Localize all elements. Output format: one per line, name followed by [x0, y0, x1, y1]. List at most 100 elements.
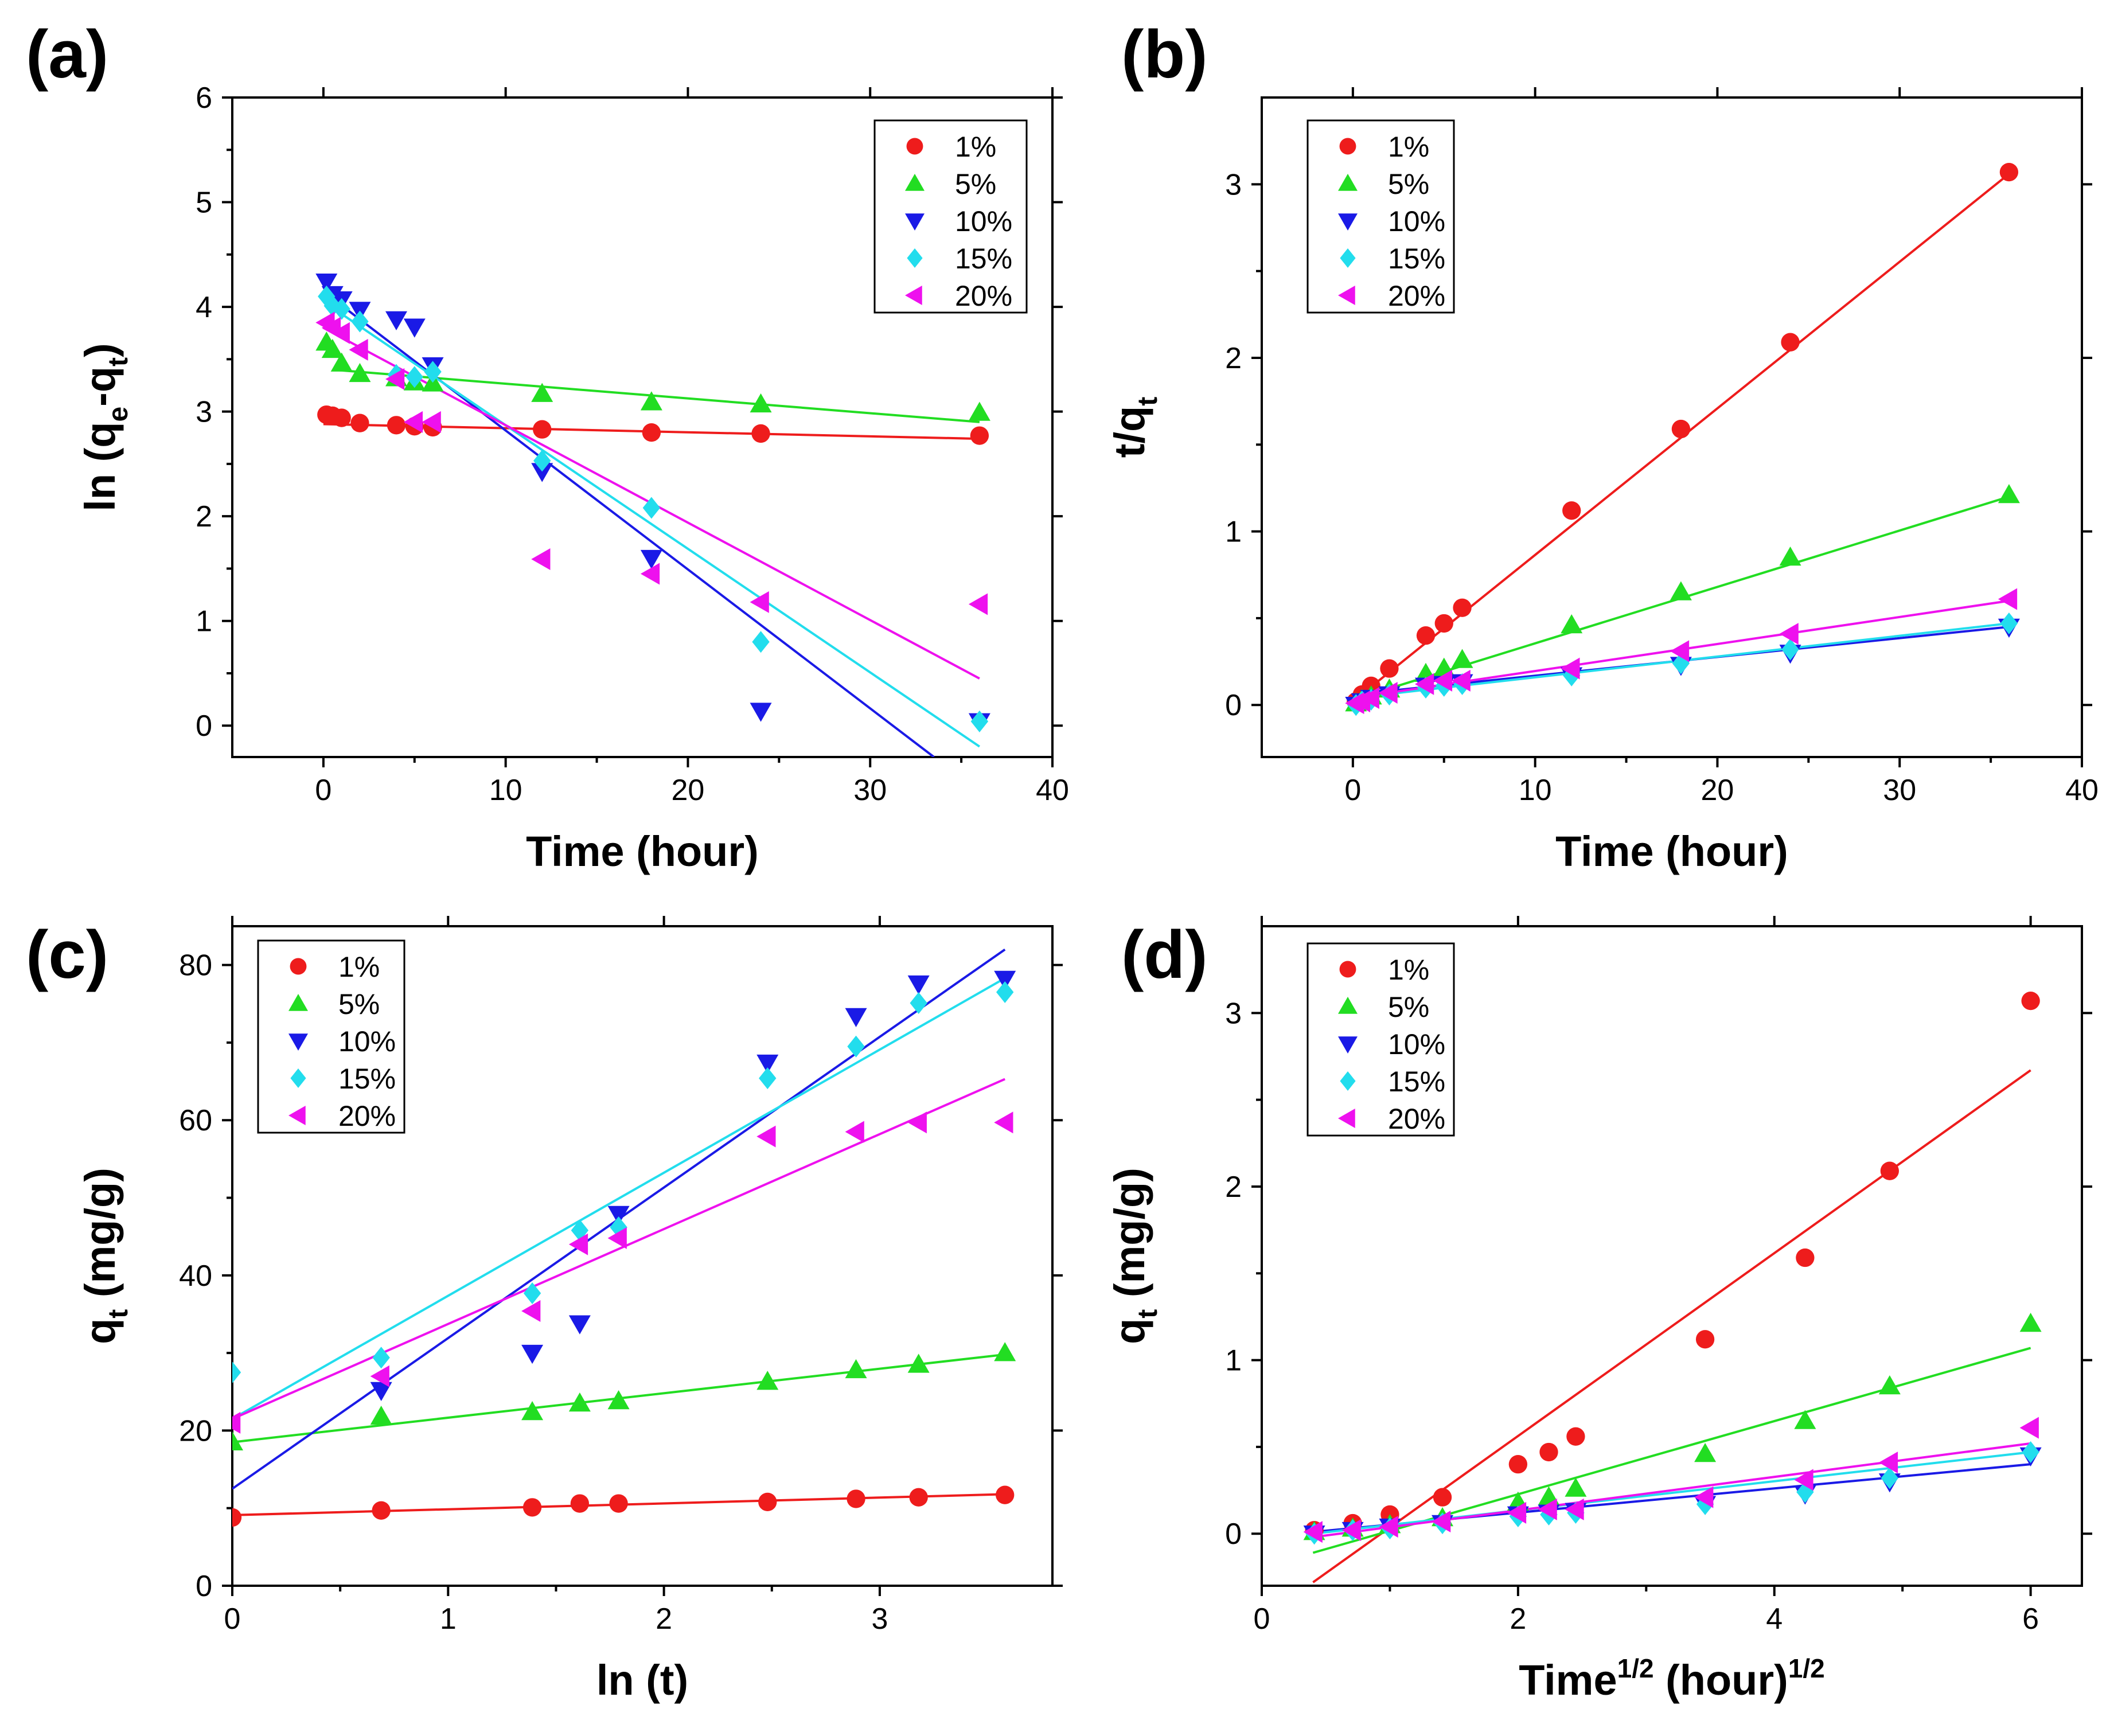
data-point-15pct	[752, 631, 770, 653]
x-tick-label: 20	[672, 774, 705, 807]
data-point-20pct	[349, 338, 368, 361]
chart-panel-a: (a) 0 10 20 30 40 0 1 2 3 4 5 6 Time (hour) ln (qe-qt)…	[26, 17, 1069, 875]
legend: 1% 5% 10% 15% 20%	[257, 939, 405, 1134]
y-axis-title: qt (mg/g)	[76, 1168, 134, 1344]
data-point-15pct	[759, 1067, 777, 1090]
y-tick-label: 3	[196, 396, 212, 429]
legend-marker-15pct	[290, 1068, 306, 1088]
data-point-15pct	[323, 295, 341, 317]
data-point-1pct	[387, 416, 406, 435]
x-tick-label: 3	[871, 1602, 888, 1636]
x-tick-label: 4	[1766, 1602, 1783, 1636]
legend-marker-5pct	[288, 994, 308, 1011]
data-point-20pct	[1303, 1521, 1323, 1543]
data-point-1pct	[609, 1494, 628, 1513]
x-tick-label: 0	[224, 1602, 241, 1636]
panel-label: (a)	[26, 17, 108, 92]
fit-line-15pct	[322, 301, 981, 748]
y-tick-label: 2	[196, 500, 212, 533]
data-point-1pct	[1434, 614, 1453, 633]
data-point-20pct	[2019, 1417, 2039, 1439]
plot-frame	[231, 925, 1054, 1587]
legend-marker-1pct	[906, 138, 923, 155]
data-point-15pct	[1781, 638, 1799, 661]
y-axis-title: qt (mg/g)	[1106, 1168, 1163, 1344]
legend-label: 1%	[955, 131, 996, 163]
y-tick-label: 1	[196, 605, 212, 638]
data-point-5pct	[1561, 614, 1583, 634]
chart-panel-c: (c) 0 1 2 3 0 20 40 60 80 ln (t) qt (mg/g) 1% 5% 10% 15…	[26, 916, 1063, 1704]
y-tick-label: 20	[179, 1414, 212, 1448]
data-point-1pct	[372, 1501, 391, 1520]
data-point-10pct	[568, 1315, 591, 1335]
data-point-5pct	[750, 393, 772, 413]
data-point-1pct	[970, 426, 989, 445]
y-tick-label: 3	[1225, 997, 1242, 1030]
x-axis-title: Time1/2 (hour)1/2	[1519, 1653, 1825, 1704]
legend-marker-1pct	[1339, 138, 1356, 155]
y-tick-label: 1	[1225, 1344, 1242, 1378]
fit-line-5pct	[1312, 1347, 2031, 1554]
data-point-10pct	[640, 549, 662, 569]
x-tick-label: 6	[2022, 1602, 2039, 1636]
x-tick-label: 40	[1036, 774, 1069, 807]
legend-marker-5pct	[1338, 997, 1358, 1014]
data-point-5pct	[640, 391, 662, 411]
data-point-1pct	[751, 424, 770, 443]
y-tick-label: 3	[1225, 168, 1242, 201]
data-point-20pct	[750, 591, 769, 613]
data-point-15pct	[610, 1216, 627, 1238]
legend-box	[1306, 942, 1455, 1137]
data-point-1pct	[996, 1485, 1015, 1504]
legend-box	[1306, 119, 1455, 314]
y-tick-label: 6	[196, 81, 212, 115]
legend-label: 1%	[1388, 954, 1429, 986]
plot-area	[1303, 991, 2042, 1583]
data-point-15pct	[333, 298, 350, 320]
plot-frame	[1261, 96, 2083, 758]
data-point-1pct	[1453, 598, 1472, 617]
data-point-1pct	[758, 1492, 777, 1512]
data-point-1pct	[2021, 991, 2040, 1011]
data-point-5pct	[521, 1400, 544, 1421]
x-axis-title: Time (hour)	[526, 828, 759, 875]
data-point-15pct	[405, 366, 423, 388]
legend-label: 1%	[338, 951, 380, 983]
plot-area	[1345, 162, 2020, 716]
plot-frame	[1261, 925, 2083, 1587]
legend-label: 15%	[955, 243, 1012, 275]
data-point-5pct	[1694, 1443, 1717, 1462]
data-point-10pct	[521, 1344, 544, 1364]
data-point-15pct	[642, 497, 661, 519]
data-point-20pct	[1670, 640, 1690, 662]
chart-panel-d: (d) 0 2 4 6 0 1 2 3 Time1/2 (hour)1/2 qt (mg/g) 1% 5…	[1106, 916, 2092, 1704]
data-point-1pct	[1380, 659, 1399, 678]
legend-box	[257, 939, 405, 1134]
data-point-15pct	[996, 981, 1014, 1003]
fit-line-10pct	[331, 297, 935, 757]
legend: 1% 5% 10% 15% 20%	[873, 119, 1028, 314]
legend-label: 10%	[1388, 205, 1445, 237]
data-point-15pct	[1696, 1493, 1714, 1515]
data-point-20pct	[531, 548, 551, 570]
legend-marker-20pct	[1338, 286, 1355, 305]
x-axis-title: Time (hour)	[1555, 828, 1788, 875]
x-tick-label: 20	[1701, 774, 1734, 807]
data-point-20pct	[1433, 669, 1453, 692]
data-point-15pct	[970, 710, 989, 732]
data-point-15pct	[1796, 1481, 1814, 1503]
legend-marker-20pct	[1338, 1109, 1355, 1128]
plot-area	[315, 274, 990, 757]
legend-marker-20pct	[288, 1106, 306, 1125]
data-point-20pct	[1379, 1516, 1398, 1538]
data-point-15pct	[2000, 612, 2018, 634]
legend-label: 5%	[955, 168, 996, 200]
panel-label: (c)	[26, 917, 108, 993]
legend-label: 20%	[955, 280, 1012, 312]
data-point-1pct	[332, 408, 351, 427]
data-point-20pct	[521, 1300, 541, 1323]
legend-label: 5%	[1388, 168, 1429, 200]
data-point-10pct	[994, 970, 1016, 990]
data-point-15pct	[1563, 664, 1581, 686]
